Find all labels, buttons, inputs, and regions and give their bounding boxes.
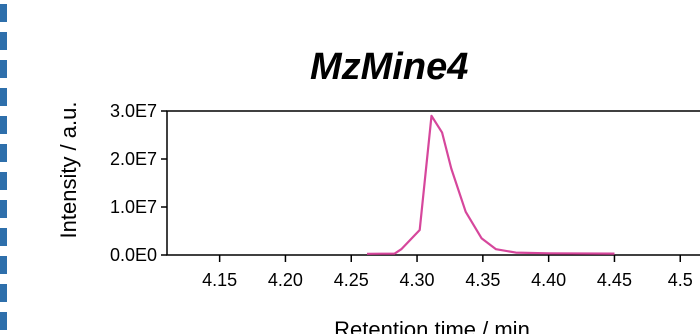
x-tick-label: 4.20	[268, 270, 303, 290]
x-tick-label: 4.40	[531, 270, 566, 290]
chart-title: MzMine4	[310, 46, 469, 88]
border-dash	[0, 256, 7, 274]
y-tick-label: 1.0E7	[110, 197, 157, 217]
y-axis-ticks: 3.0E7 2.0E7 1.0E7 0.0E0	[110, 101, 167, 265]
border-dash	[0, 228, 7, 246]
y-tick-label: 0.0E0	[110, 245, 157, 265]
x-axis-label: Retention time / min	[334, 317, 530, 334]
y-tick-label: 2.0E7	[110, 149, 157, 169]
border-dash	[0, 32, 7, 50]
series-line	[366, 114, 615, 255]
border-dash	[0, 200, 7, 218]
border-dash	[0, 172, 7, 190]
x-tick-label: 4.25	[334, 270, 369, 290]
border-dash	[0, 4, 7, 22]
x-tick-label: 4.35	[465, 270, 500, 290]
y-tick-label: 3.0E7	[110, 101, 157, 121]
border-dash	[0, 88, 7, 106]
y-axis-label: Intensity / a.u.	[56, 102, 81, 239]
x-tick-label: 4.5	[668, 270, 693, 290]
border-dash	[0, 60, 7, 78]
border-dash	[0, 284, 7, 302]
x-tick-label: 4.15	[202, 270, 237, 290]
x-axis-ticks: 4.15 4.20 4.25 4.30 4.35 4.40 4.45 4.5	[202, 255, 693, 290]
x-tick-label: 4.30	[400, 270, 435, 290]
slide-left-border-decoration	[0, 0, 8, 334]
plot-area-frame	[166, 110, 700, 256]
border-dash	[0, 116, 7, 134]
x-tick-label: 4.45	[597, 270, 632, 290]
border-dash	[0, 312, 7, 330]
border-dash	[0, 144, 7, 162]
